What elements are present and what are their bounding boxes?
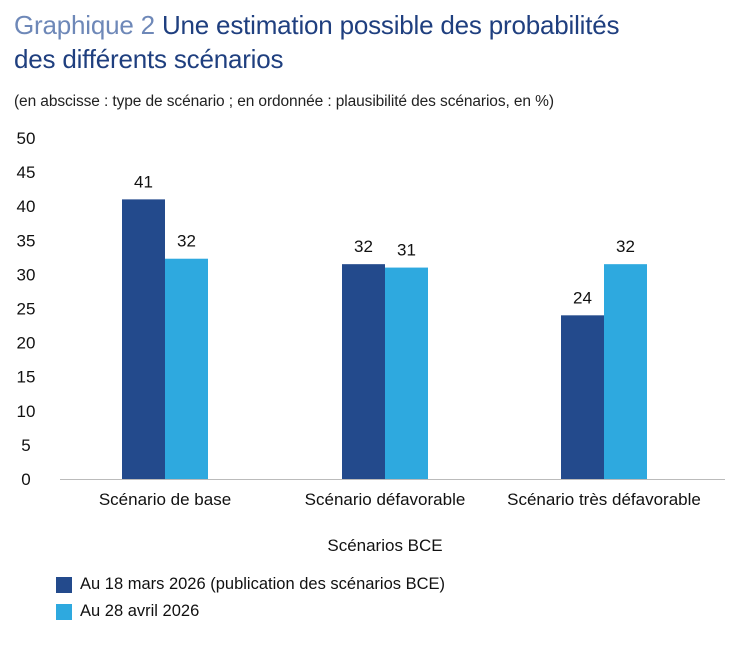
chart-number-label: Graphique 2 <box>14 10 155 40</box>
chart-legend: Au 18 mars 2026 (publication des scénari… <box>56 571 445 625</box>
x-category-label-2: Scénario défavorable <box>305 490 466 509</box>
legend-swatch-series-1 <box>56 576 72 593</box>
legend-item-series-2: Au 28 avril 2026 <box>56 598 445 625</box>
y-tick-label-40: 40 <box>17 197 36 216</box>
y-tick-label-5: 5 <box>21 436 30 455</box>
chart-title: Graphique 2 Une estimation possible des … <box>14 8 734 76</box>
data-label-series-2-1: 32 <box>177 232 196 251</box>
data-label-series-1-1: 41 <box>134 172 153 191</box>
y-tick-label-20: 20 <box>17 334 36 353</box>
legend-label-series-2: Au 28 avril 2026 <box>80 602 200 620</box>
data-label-series-2-3: 32 <box>616 237 635 256</box>
x-category-label-3: Scénario très défavorable <box>507 490 701 509</box>
bar-series-1-1 <box>122 199 165 479</box>
y-tick-label-25: 25 <box>17 300 36 319</box>
legend-label-series-1: Au 18 mars 2026 (publication des scénari… <box>80 575 446 593</box>
legend-swatch-series-2 <box>56 603 72 620</box>
data-label-series-1-2: 32 <box>354 237 373 256</box>
chart-subtitle: (en abscisse : type de scénario ; en ord… <box>14 93 554 110</box>
bar-series-1-3 <box>561 315 604 479</box>
bar-series-2-1 <box>165 258 208 479</box>
data-label-series-1-3: 24 <box>573 288 592 307</box>
chart-title-line-1: Graphique 2 Une estimation possible des … <box>14 8 734 42</box>
data-label-series-2-2: 31 <box>397 241 416 260</box>
chart-title-line-2: des différents scénarios <box>14 44 284 74</box>
bar-series-1-2 <box>342 264 385 479</box>
y-tick-label-10: 10 <box>17 402 36 421</box>
x-category-label-1: Scénario de base <box>99 490 231 509</box>
bar-series-2-2 <box>385 267 428 479</box>
bar-series-2-3 <box>604 264 647 479</box>
y-tick-label-50: 50 <box>17 129 36 148</box>
y-tick-label-15: 15 <box>17 368 36 387</box>
legend-item-series-1: Au 18 mars 2026 (publication des scénari… <box>56 571 445 598</box>
x-axis-title: Scénarios BCE <box>327 536 442 555</box>
y-tick-label-45: 45 <box>17 163 36 182</box>
chart-title-text-1: Une estimation possible des probabilités <box>161 10 620 40</box>
y-tick-label-35: 35 <box>17 231 36 250</box>
y-tick-label-0: 0 <box>21 470 30 489</box>
y-tick-label-30: 30 <box>17 265 36 284</box>
